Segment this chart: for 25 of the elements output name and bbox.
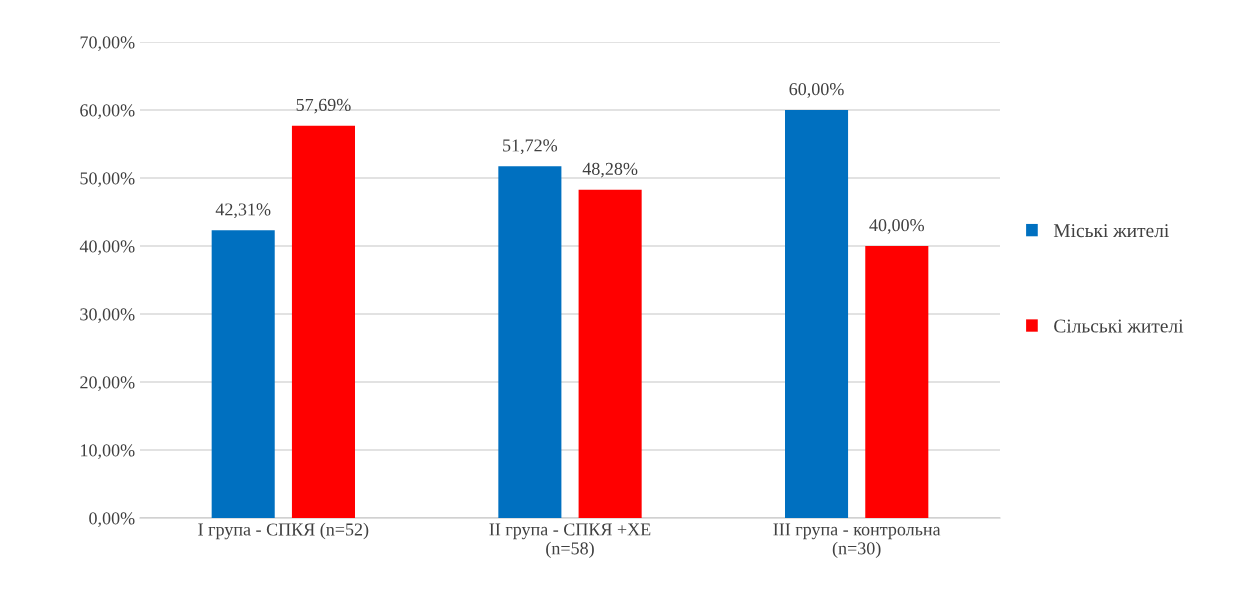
x-tick-label: I група - СПКЯ (n=52) xyxy=(198,522,369,540)
bar xyxy=(578,189,642,518)
x-tick-label: III група - контрольна (n=30) xyxy=(773,523,941,559)
legend-label: Сільські жителі xyxy=(1054,319,1184,333)
bar xyxy=(211,230,275,518)
y-tick-label: 60,00% xyxy=(80,104,135,120)
y-tick-label: 50,00% xyxy=(80,172,135,188)
y-tick-label: 30,00% xyxy=(80,308,135,324)
y-tick-label: 20,00% xyxy=(80,376,135,392)
y-tick-label: 70,00% xyxy=(80,36,135,52)
bar xyxy=(498,166,562,518)
data-label: 40,00% xyxy=(869,219,925,234)
bar xyxy=(291,125,355,518)
data-label: 60,00% xyxy=(789,83,844,98)
data-label: 42,31% xyxy=(215,203,271,219)
bar xyxy=(865,246,929,518)
x-tick-label: II група - СПКЯ +ХЕ (n=58) xyxy=(489,523,651,559)
y-tick-label: 40,00% xyxy=(79,240,135,256)
y-tick-label: 10,00% xyxy=(81,444,135,460)
bar xyxy=(785,110,849,518)
data-label: 48,28% xyxy=(582,162,638,178)
y-tick-label: 0,00% xyxy=(89,512,135,528)
legend-label: Міські жителі xyxy=(1053,224,1169,238)
data-label: 51,72% xyxy=(503,139,558,155)
data-label: 57,69% xyxy=(296,98,351,114)
